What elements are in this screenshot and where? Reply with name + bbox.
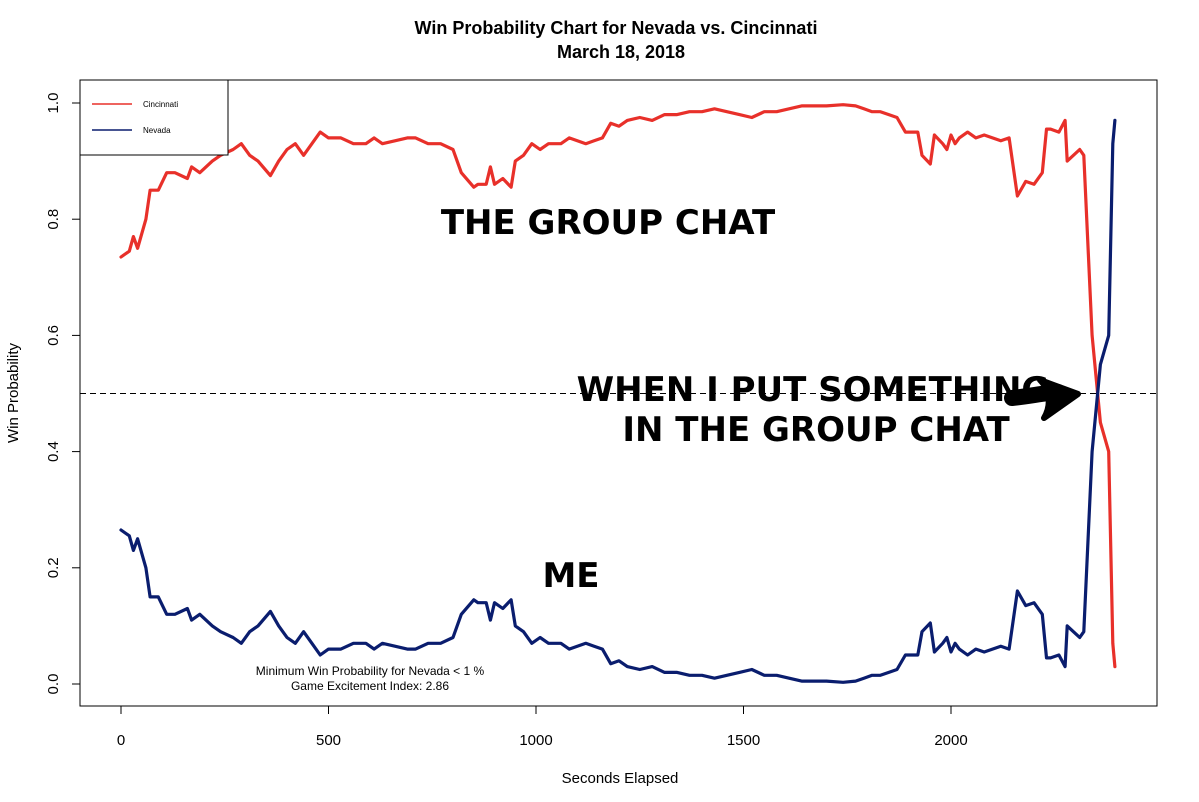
- x-axis: 0 500 1000 1500 2000: [117, 705, 968, 749]
- y-tick-label: 0.8: [45, 209, 62, 230]
- arrow-icon: [1004, 377, 1081, 421]
- series-line-cincinnati: [119, 103, 1117, 669]
- legend-box: [79, 79, 229, 156]
- x-tick-label: 1500: [727, 732, 760, 749]
- chart-subtitle: March 18, 2018: [557, 42, 685, 62]
- y-tick-label: 0.0: [45, 674, 62, 695]
- excitement-index-note: Game Excitement Index: 2.86: [291, 679, 449, 693]
- x-tick-label: 2000: [934, 732, 967, 749]
- meme-group-chat-label: THE GROUP CHAT: [441, 203, 776, 243]
- y-axis-label: Win Probability: [5, 342, 22, 443]
- legend-label-nevada: Nevada: [143, 126, 171, 135]
- meme-me-label: ME: [542, 556, 599, 596]
- meme-when-line-2: IN THE GROUP CHAT: [622, 410, 1010, 450]
- meme-when-line-1: WHEN I PUT SOMETHING: [577, 370, 1050, 410]
- y-tick-label: 0.4: [45, 441, 62, 462]
- series-layer: [119, 103, 1117, 684]
- min-win-probability-note: Minimum Win Probability for Nevada < 1 %: [256, 664, 485, 678]
- y-tick-label: 0.6: [45, 325, 62, 346]
- y-tick-label: 1.0: [45, 93, 62, 114]
- chart-title: Win Probability Chart for Nevada vs. Cin…: [415, 18, 818, 38]
- y-axis: 0.0 0.2 0.4 0.6 0.8 1.0: [45, 93, 81, 695]
- series-line-nevada: [119, 118, 1117, 684]
- legend-label-cincinnati: Cincinnati: [143, 100, 178, 109]
- x-tick-label: 0: [117, 732, 125, 749]
- x-axis-label: Seconds Elapsed: [562, 770, 679, 787]
- y-tick-label: 0.2: [45, 557, 62, 578]
- x-tick-label: 1000: [519, 732, 552, 749]
- x-tick-label: 500: [316, 732, 341, 749]
- legend: Cincinnati Nevada: [79, 79, 229, 156]
